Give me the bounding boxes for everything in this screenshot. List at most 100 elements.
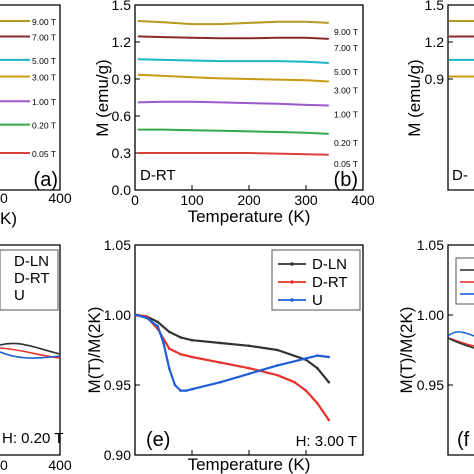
panel-f-axes: 1.05 1.00 0.95 bbox=[417, 237, 453, 393]
panel-e-point-d-ln bbox=[327, 380, 331, 384]
panel-a-frame bbox=[0, 4, 61, 191]
panel-b-field-label: 9.00 T bbox=[334, 27, 358, 37]
panel-b-ytick-label: 0.3 bbox=[112, 145, 132, 161]
panel-e-ytick-label: 0.95 bbox=[104, 377, 131, 393]
panel-e-ytick-label: 1.00 bbox=[104, 307, 131, 323]
panel-b-label: (b) bbox=[334, 169, 358, 191]
panel-e-line-u bbox=[135, 313, 329, 392]
panel-b: 0 100 200 300 400 0.0 0.3 0.6 0.9 1.2 1.5 9.00 T 7.… bbox=[93, 0, 375, 226]
panel-f-line-d-ln bbox=[447, 337, 474, 349]
panel-c-ytick-label: 0.9 bbox=[425, 71, 445, 87]
panel-e-legend-marker-u bbox=[290, 298, 294, 302]
panel-b-line-0-20-t bbox=[137, 128, 329, 135]
panel-b-xtick-label: 100 bbox=[180, 192, 204, 208]
panel-e-point-u bbox=[327, 355, 331, 359]
panel-e-point-d-rt bbox=[276, 373, 279, 377]
panel-e-point-d-ln bbox=[276, 348, 279, 352]
panel-a-xlabel: K) bbox=[0, 209, 17, 228]
panel-e-point-u bbox=[219, 380, 222, 384]
panel-b-series: 9.00 T 7.00 T 5.00 T 3.00 T 1.00 T 0.20 T 0.05… bbox=[137, 20, 358, 169]
panel-e-point-d-rt bbox=[316, 401, 319, 405]
panel-e-point-d-rt bbox=[304, 389, 308, 392]
panel-c-ytick-label: 1.5 bbox=[425, 0, 445, 13]
panel-e-point-d-ln bbox=[219, 341, 222, 345]
panel-c-ytick-label: 1.2 bbox=[425, 34, 445, 50]
panel-e-point-u bbox=[276, 364, 279, 367]
panel-a-xtick-400: 400 bbox=[48, 190, 72, 206]
panel-d-legend-d-rt: D-RT bbox=[14, 270, 50, 287]
panel-e-ytick-label: 1.05 bbox=[104, 237, 131, 253]
panel-e-point-u bbox=[316, 354, 319, 357]
panel-a-label: (a) bbox=[34, 169, 58, 191]
panel-f-ytick-label: 1.00 bbox=[417, 307, 444, 323]
panel-e-point-d-rt bbox=[247, 366, 251, 370]
panel-e-line-d-rt bbox=[135, 313, 330, 421]
panel-f-label: (f bbox=[457, 429, 470, 451]
panel-e-point-d-ln bbox=[179, 336, 182, 339]
panel-f-line-u bbox=[447, 331, 474, 337]
panel-e-point-d-rt bbox=[167, 347, 171, 350]
panel-e-point-d-rt bbox=[219, 361, 222, 364]
panel-e-point-d-ln bbox=[316, 366, 319, 370]
panel-a-field-label: 0.05 T bbox=[32, 149, 56, 159]
panel-e-point-u bbox=[185, 389, 188, 392]
panel-b-frame bbox=[134, 4, 364, 191]
panel-a-field-label: 1.00 T bbox=[32, 97, 56, 107]
panel-c-ylabel: M (emu/g) bbox=[405, 59, 424, 136]
panel-d-legend-box bbox=[0, 249, 59, 311]
panel-e-legend-label-d-ln: D-LN bbox=[312, 256, 347, 273]
panel-e-point-u bbox=[304, 357, 308, 360]
panel-e-point-d-rt bbox=[327, 418, 331, 422]
panel-b-line-7-00-t bbox=[137, 35, 329, 40]
panel-b-xlabel: Temperature (K) bbox=[188, 207, 311, 226]
panel-b-ytick-label: 1.2 bbox=[112, 34, 132, 50]
panel-e-point-u bbox=[190, 387, 194, 391]
panel-f-ytick-label: 1.05 bbox=[417, 237, 444, 253]
panel-e-legend-marker-d-ln bbox=[290, 262, 294, 266]
panel-b-field-label: 3.00 T bbox=[334, 85, 358, 95]
panel-c: 1.5 1.2 0.9 M (emu/g) D- bbox=[405, 0, 474, 191]
panel-b-field-label: 0.05 T bbox=[334, 159, 358, 169]
panel-d-field-label: H: 0.20 T bbox=[2, 430, 63, 447]
panel-e-legend-label-u: U bbox=[312, 292, 323, 309]
panel-e-point-d-ln bbox=[167, 330, 171, 334]
panel-c-sample-label: D- bbox=[452, 167, 468, 184]
panel-b-sample-label: D-RT bbox=[140, 167, 176, 184]
panel-e-axes: 0.90 0.95 1.00 1.05 bbox=[104, 237, 364, 463]
panel-f-ytick-label: 0.95 bbox=[417, 377, 444, 393]
panel-d: D-LND-RTU H: 0.20 T 0 400 bbox=[0, 244, 72, 473]
panel-b-line-5-00-t bbox=[137, 58, 329, 64]
panel-b-ytick-label: 0.0 bbox=[112, 182, 132, 198]
panel-b-axes: 0 100 200 300 400 0.0 0.3 0.6 0.9 1.2 1.5 bbox=[112, 0, 375, 208]
panel-e-point-u bbox=[134, 313, 138, 317]
panel-a-xtick-0: 0 bbox=[0, 190, 8, 206]
panel-e-point-d-ln bbox=[190, 338, 194, 342]
panel-b-field-label: 7.00 T bbox=[334, 43, 358, 53]
panel-d-xtick-0: 0 bbox=[0, 457, 8, 473]
panel-d-legend: D-LND-RTU bbox=[0, 249, 59, 311]
panel-d-legend-u: U bbox=[14, 287, 25, 304]
panel-e-legend: D-LND-RTU bbox=[271, 249, 361, 311]
panel-e-point-u bbox=[156, 324, 160, 328]
panel-b-line-3-00-t bbox=[137, 73, 329, 83]
panel-b-line-1-00-t bbox=[137, 100, 329, 107]
panel-e-point-d-ln bbox=[247, 344, 251, 348]
panel-e-point-u bbox=[247, 372, 251, 376]
panel-f: 1.05 1.00 0.95 M(T)/M(2K) (f bbox=[397, 237, 474, 456]
panel-b-line-9-00-t bbox=[137, 20, 329, 26]
panel-e-line-d-ln bbox=[135, 313, 330, 383]
panel-e: 0.90 0.95 1.00 1.05 D-LND-RTU (e) H: 3.00 T… bbox=[85, 237, 364, 474]
panel-a-field-label: 0.20 T bbox=[32, 121, 56, 131]
panel-d-legend-d-ln: D-LN bbox=[14, 253, 49, 270]
panel-a-field-label: 9.00 T bbox=[32, 17, 56, 27]
panel-d-line-d-ln bbox=[0, 342, 61, 355]
panel-e-series bbox=[134, 313, 331, 422]
panel-e-ytick-label: 0.90 bbox=[104, 447, 131, 463]
panel-e-field-label: H: 3.00 T bbox=[296, 433, 357, 450]
panel-b-xtick-label: 0 bbox=[131, 192, 139, 208]
panel-e-point-d-rt bbox=[190, 355, 194, 359]
panel-e-legend-label-d-rt: D-RT bbox=[312, 274, 348, 291]
panel-f-frame bbox=[447, 244, 474, 456]
panel-d-xtick-400: 400 bbox=[48, 457, 72, 473]
